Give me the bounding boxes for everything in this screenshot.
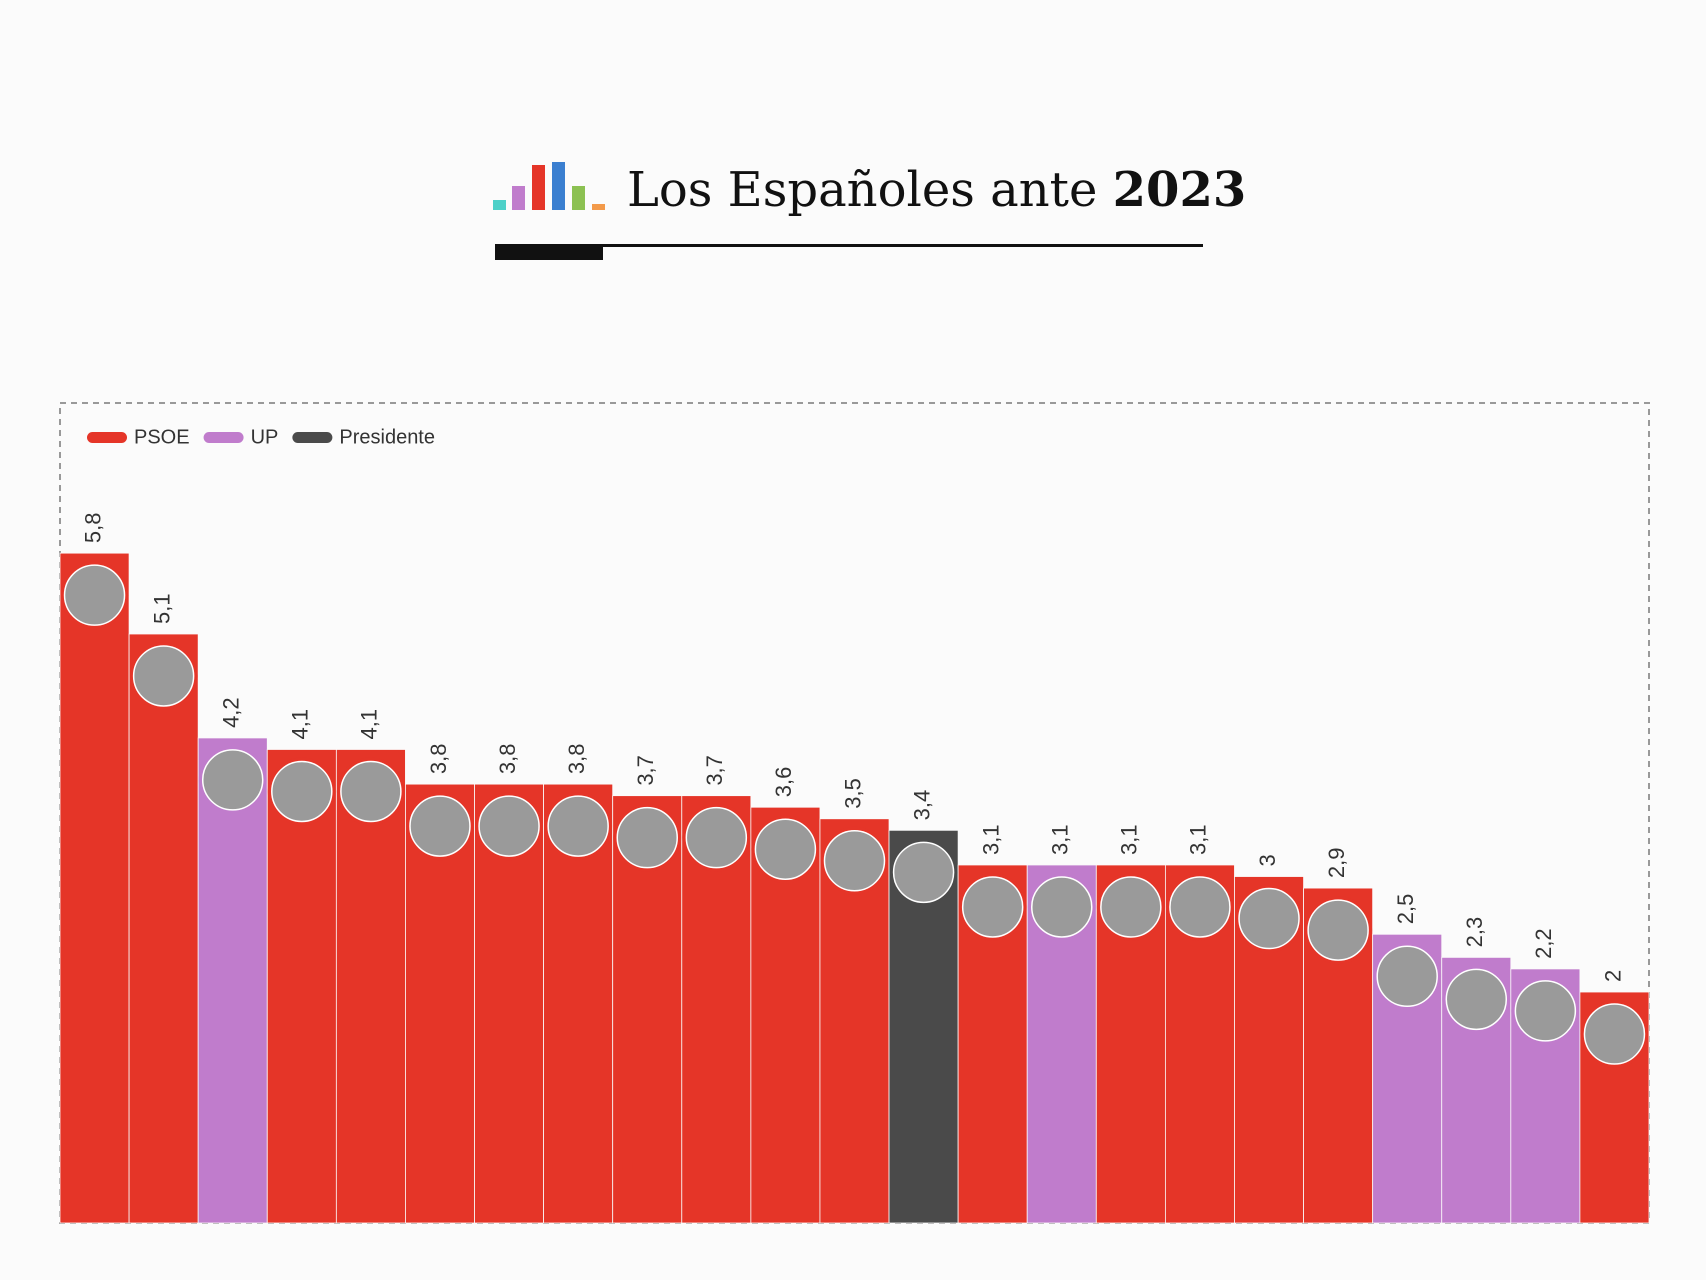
portrait-face: [892, 841, 955, 904]
portrait-face: [1307, 899, 1369, 961]
portrait-face: [271, 760, 333, 823]
value-label: 3,6: [771, 767, 796, 798]
portrait-face: [616, 806, 678, 869]
bar: [128, 633, 199, 1224]
value-label: 4,1: [357, 709, 382, 740]
value-label: 3,7: [633, 755, 658, 786]
portrait-face: [1100, 876, 1162, 938]
value-label: 5,1: [149, 593, 174, 624]
bar: [197, 737, 268, 1224]
value-label: 3,1: [1117, 824, 1142, 855]
value-label: 2,5: [1393, 894, 1418, 925]
title-rule-accent: [495, 244, 603, 260]
value-label: 2,2: [1531, 928, 1556, 959]
portrait-face: [409, 795, 471, 857]
value-label: 3,1: [1048, 824, 1073, 855]
value-label: 3,4: [909, 790, 934, 821]
portrait-face: [1031, 876, 1093, 938]
portrait-face: [201, 749, 264, 811]
value-label: 3,8: [564, 744, 589, 775]
title-rule: [495, 244, 1203, 247]
legend-swatch: [87, 432, 127, 443]
value-label: 3,1: [978, 824, 1003, 855]
value-label: 3,8: [426, 744, 451, 775]
portrait-face: [1376, 945, 1438, 1008]
value-label: 4,1: [288, 709, 313, 740]
portrait-face: [63, 564, 126, 626]
plot: PSOE UP Presidente 5,8 5,1 4,2 4,1 4,1 3,8 3,8 3,8…: [59, 426, 1650, 1224]
legend-swatch: [292, 432, 333, 443]
legend-label: Presidente: [339, 426, 435, 448]
portrait-face: [132, 645, 195, 707]
value-label: 3,5: [840, 778, 865, 809]
value-label: 3: [1255, 854, 1280, 866]
value-label: 4,2: [219, 697, 244, 728]
value-label: 3,8: [495, 744, 520, 775]
value-label: 3,7: [702, 755, 727, 786]
portrait-face: [340, 760, 402, 823]
value-label: 3,1: [1186, 824, 1211, 855]
portrait-face: [478, 795, 540, 857]
legend-label: UP: [251, 426, 279, 448]
portrait-face: [1238, 887, 1300, 950]
title: Los Españoles ante 2023: [627, 162, 1246, 218]
value-label: 5,8: [80, 513, 105, 544]
logo: [493, 162, 605, 210]
portrait-face: [961, 876, 1024, 938]
legend-label: PSOE: [134, 426, 190, 448]
title-text: Los Españoles ante: [627, 162, 1097, 218]
legend-swatch: [203, 432, 244, 443]
portrait-face: [754, 818, 817, 880]
portrait-face: [1583, 1003, 1646, 1065]
value-label: 2,9: [1324, 847, 1349, 878]
portrait-face: [823, 830, 886, 892]
title-emphasis: 2023: [1113, 162, 1247, 218]
portrait-face: [685, 806, 748, 869]
portrait-face: [1169, 876, 1231, 938]
portrait-face: [1514, 980, 1577, 1042]
portrait-face: [1445, 968, 1508, 1031]
bar: [335, 749, 406, 1224]
value-label: 2: [1600, 970, 1625, 982]
bar: [59, 552, 130, 1224]
value-label: 2,3: [1462, 917, 1487, 948]
portrait-face: [547, 795, 609, 857]
